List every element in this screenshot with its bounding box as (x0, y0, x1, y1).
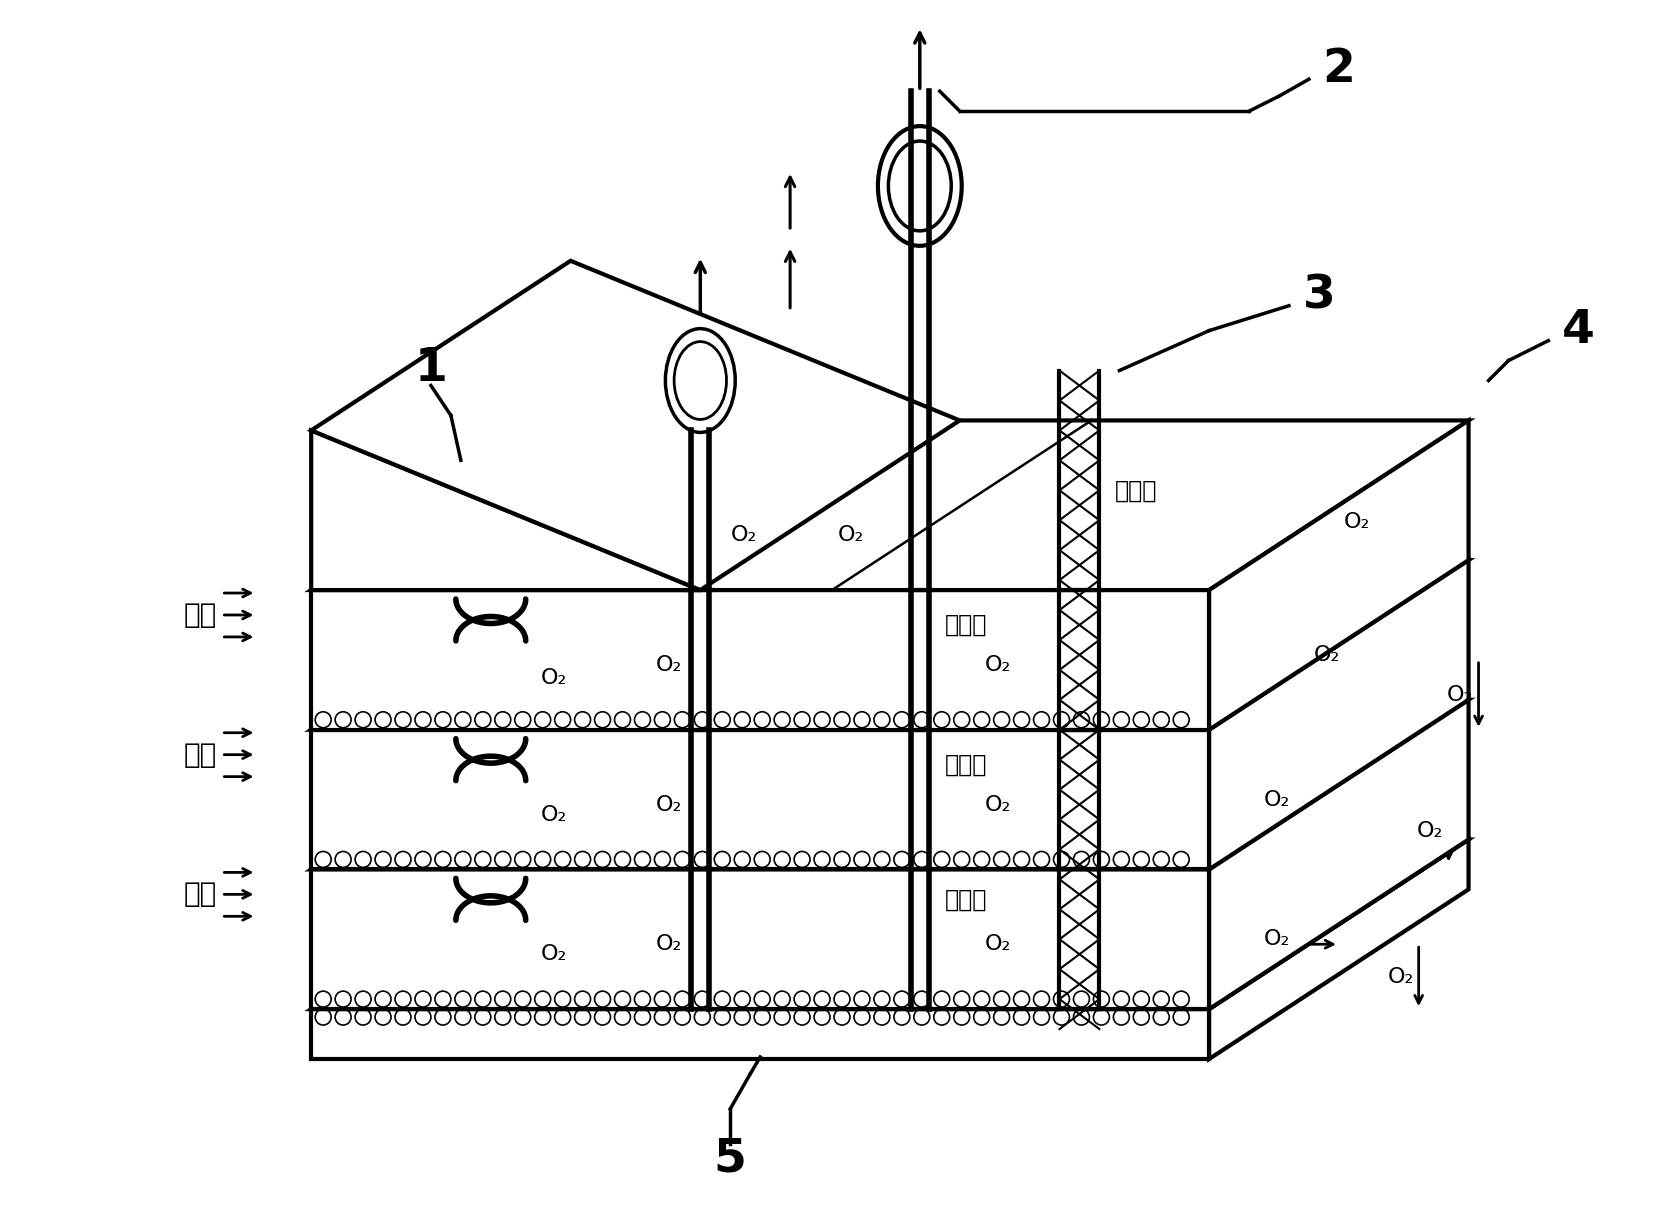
Polygon shape (311, 260, 959, 590)
Text: O₂: O₂ (1263, 929, 1290, 949)
Text: O₂: O₂ (1447, 684, 1472, 705)
Polygon shape (311, 730, 1208, 869)
Text: 空气: 空气 (182, 741, 216, 769)
Polygon shape (311, 869, 1208, 1009)
Text: O₂: O₂ (540, 945, 567, 964)
Polygon shape (1208, 840, 1467, 1059)
Text: O₂: O₂ (656, 655, 681, 675)
Text: O₂: O₂ (838, 525, 863, 545)
Text: O₂: O₂ (1387, 967, 1412, 987)
Text: 3: 3 (1302, 274, 1335, 318)
Text: O₂: O₂ (540, 668, 567, 688)
Polygon shape (311, 590, 1208, 730)
Polygon shape (1208, 700, 1467, 1009)
Text: O₂: O₂ (656, 935, 681, 954)
Text: 填埋气: 填埋气 (1114, 478, 1156, 502)
Polygon shape (311, 700, 1467, 869)
Text: 空气: 空气 (182, 601, 216, 629)
Text: O₂: O₂ (984, 935, 1010, 954)
Text: O₂: O₂ (984, 794, 1010, 815)
Polygon shape (311, 420, 1467, 590)
Text: O₂: O₂ (656, 794, 681, 815)
Text: 填埋气: 填埋气 (944, 613, 987, 637)
Polygon shape (311, 560, 1467, 730)
Text: 4: 4 (1561, 308, 1594, 353)
Text: 2: 2 (1322, 46, 1355, 92)
Text: O₂: O₂ (984, 655, 1010, 675)
Polygon shape (1208, 420, 1467, 730)
Text: O₂: O₂ (540, 804, 567, 825)
Text: O₂: O₂ (1417, 821, 1442, 842)
Text: 填埋气: 填埋气 (944, 753, 987, 777)
Polygon shape (311, 840, 1467, 1009)
Text: O₂: O₂ (1343, 512, 1370, 533)
Text: O₂: O₂ (731, 525, 756, 545)
Text: 空气: 空气 (182, 880, 216, 908)
Text: 1: 1 (415, 346, 447, 391)
Text: 5: 5 (713, 1136, 746, 1182)
Polygon shape (311, 430, 699, 590)
Polygon shape (311, 1009, 1208, 1059)
Text: O₂: O₂ (1313, 645, 1340, 665)
Polygon shape (1208, 560, 1467, 869)
Text: 填埋气: 填埋气 (944, 887, 987, 912)
Text: O₂: O₂ (1263, 789, 1290, 809)
